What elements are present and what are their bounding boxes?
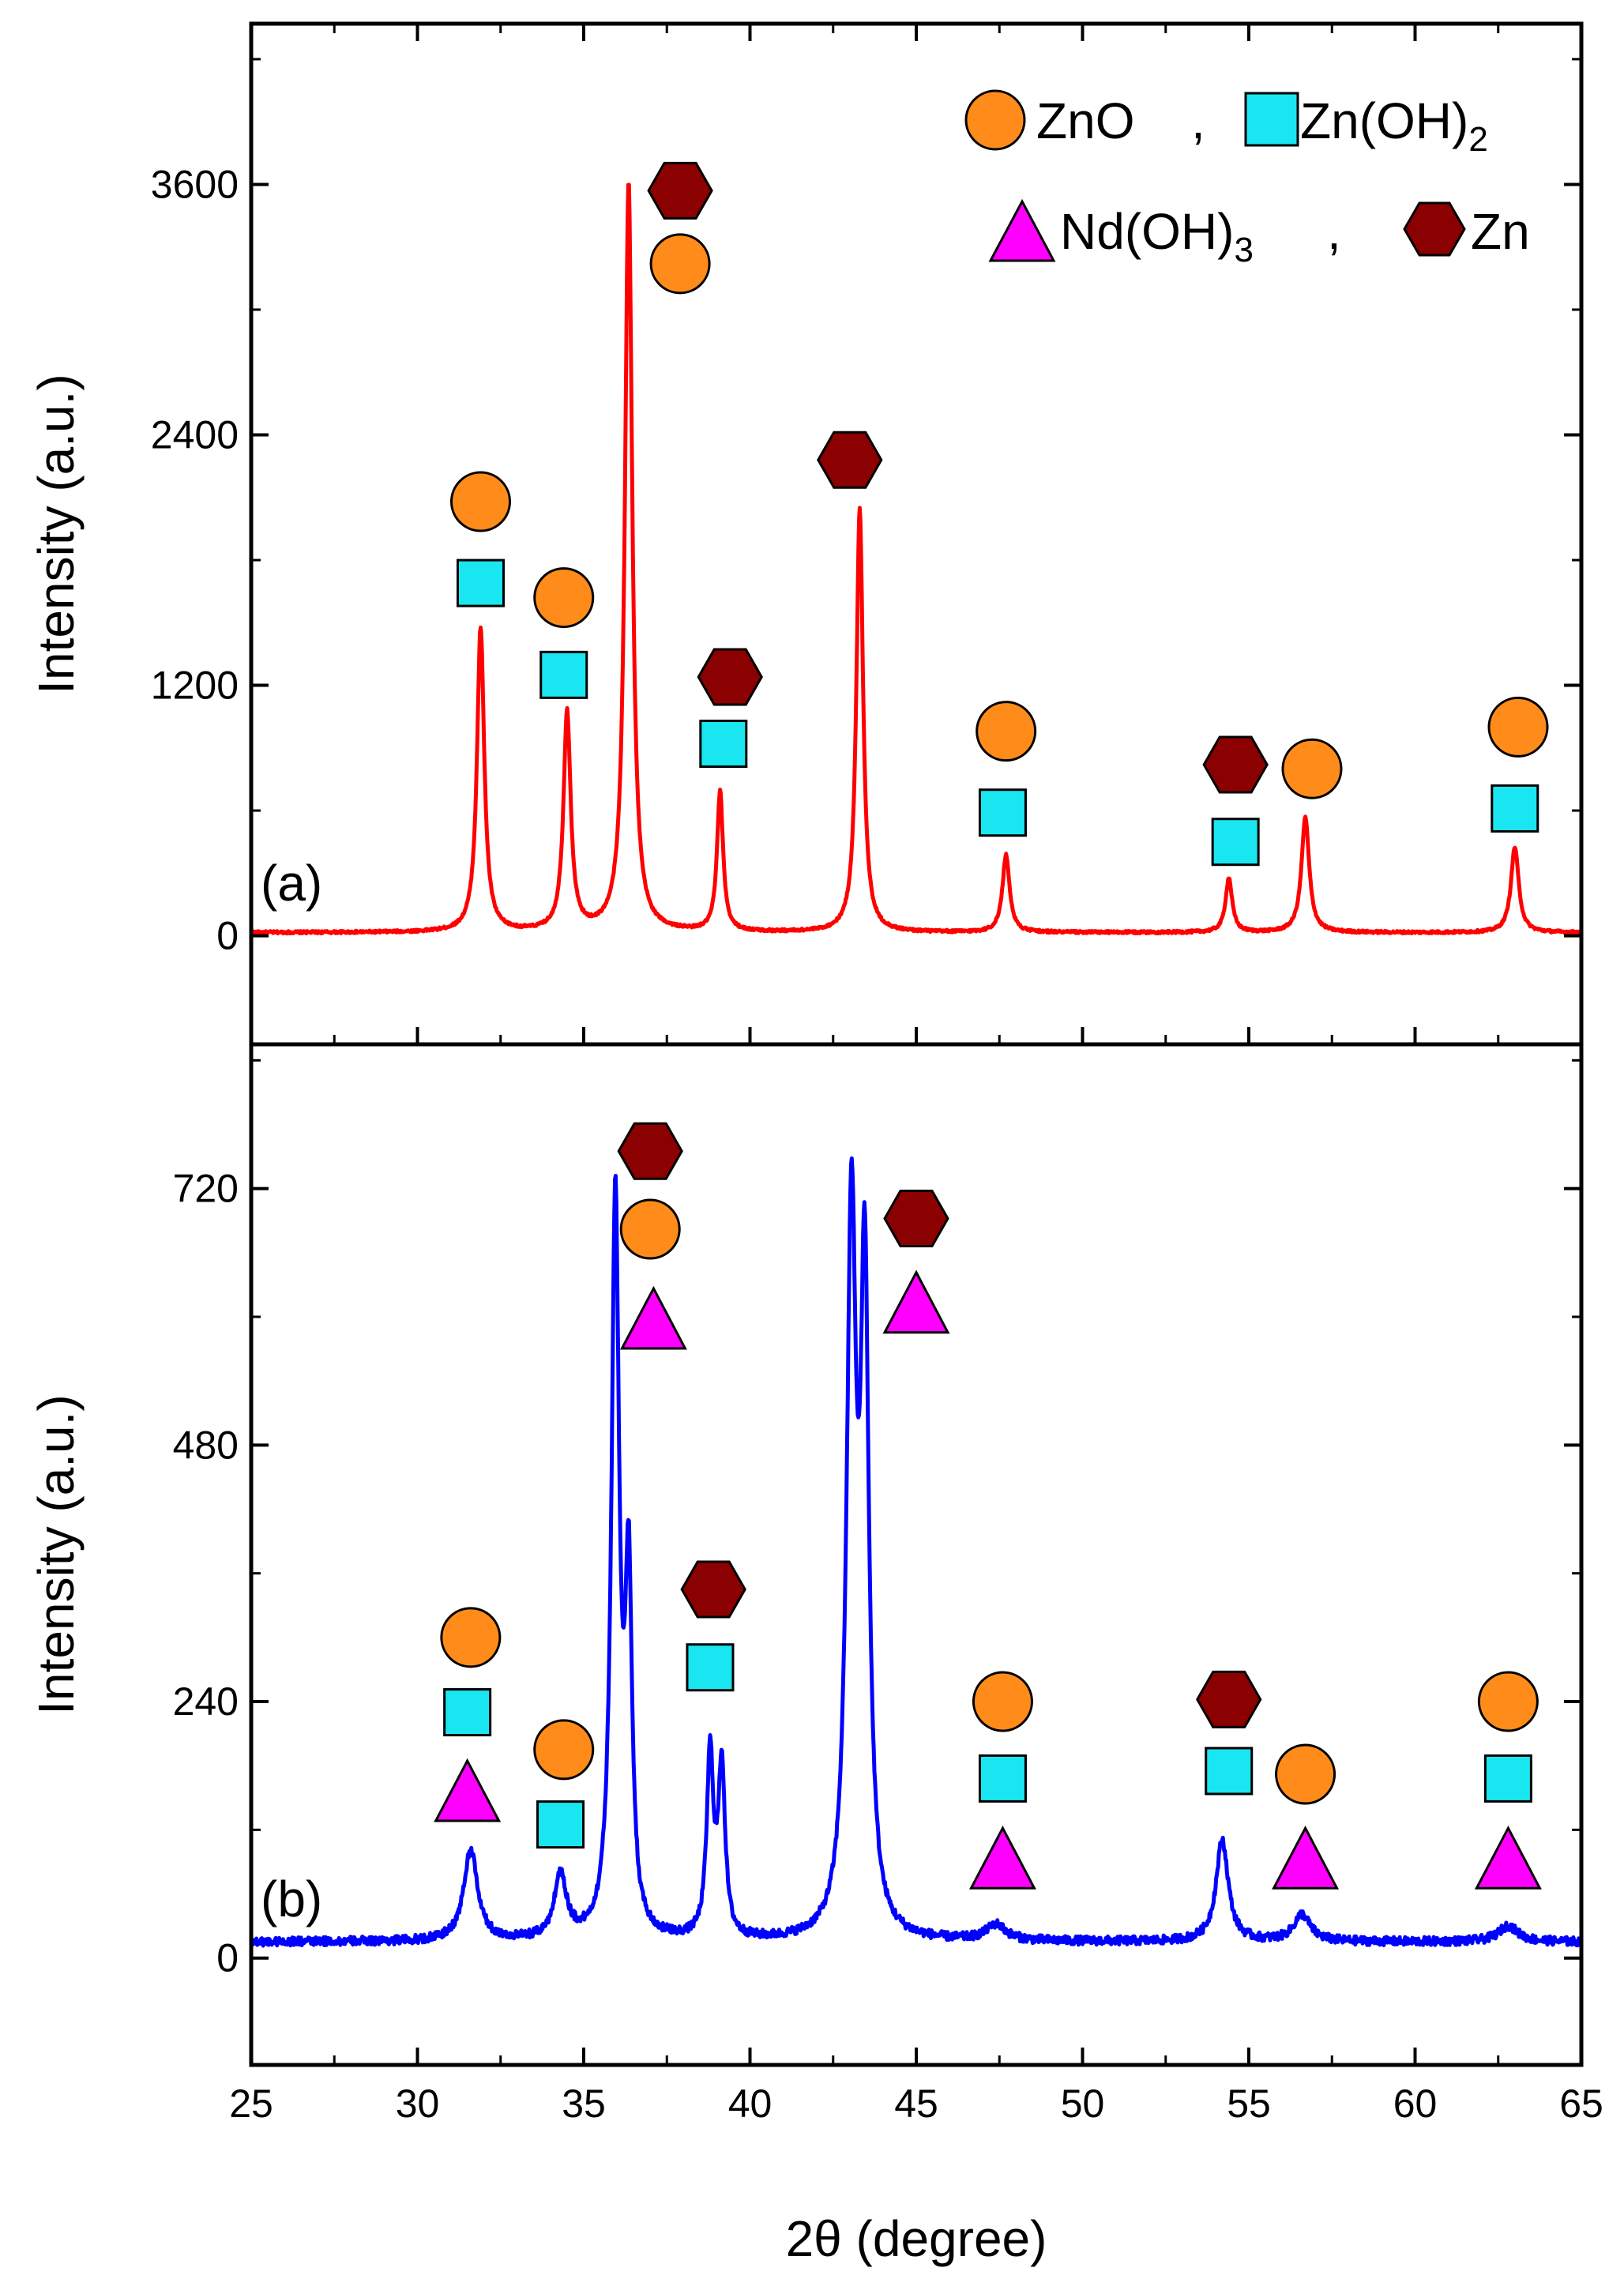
- panel-b-ytick-label-240: 240: [173, 1679, 239, 1724]
- legend-zn: Zn: [1403, 201, 1530, 260]
- legend-zn-oh-2-label: Zn(OH)2: [1300, 92, 1488, 159]
- panel-a-marker-zno-0: [449, 471, 511, 532]
- panel-a-plot-area: [251, 161, 1581, 936]
- panel-b-marker-nd-oh-3-11: [882, 1269, 950, 1334]
- panel-b-marker-nd-oh-3-18: [1272, 1826, 1340, 1890]
- zn-hexagon-icon: [1403, 201, 1466, 257]
- panel-b-marker-zno-19: [1477, 1671, 1539, 1732]
- panel-a-marker-zn-oh-2-10: [978, 788, 1027, 837]
- panel-b-plot-area: [251, 1122, 1581, 1948]
- legend-nd-oh-3-label: Nd(OH)3: [1060, 203, 1254, 269]
- legend-comma-2: ,: [1327, 203, 1341, 260]
- zn-oh-2-square-icon: [1244, 92, 1299, 147]
- panel-a-ytick-label-3600: 3600: [151, 162, 239, 206]
- panel-a-marker-zn-11: [1202, 735, 1269, 794]
- panel-b-marker-zn-5: [617, 1122, 683, 1180]
- panel-a-marker-zn-oh-2-15: [1491, 784, 1539, 833]
- panel-b-marker-nd-oh-3-7: [619, 1285, 687, 1350]
- panel-b-marker-zn-oh-2-20: [1483, 1754, 1532, 1803]
- legend-zno: ZnO ,: [964, 89, 1205, 151]
- panel-b-ytick-label-480: 480: [173, 1423, 239, 1467]
- panel-a-marker-zno-13: [1281, 738, 1343, 799]
- panel-a-marker-zn-4: [647, 161, 713, 220]
- legend-zno-label: ZnO: [1036, 92, 1134, 149]
- xtick-label-65: 65: [1559, 2082, 1603, 2126]
- legend: ZnO , Zn(OH)2 Nd(OH)3 , Zn: [964, 89, 1530, 269]
- xtick-label-50: 50: [1061, 2082, 1105, 2126]
- panel-b-marker-zn-oh-2-4: [536, 1800, 585, 1849]
- x-axis-title: 2θ (degree): [786, 2210, 1047, 2267]
- zno-circle-icon: [964, 89, 1026, 151]
- panel-b-marker-zno-17: [1275, 1743, 1336, 1805]
- panel-b-ytick-label-0: 0: [216, 1936, 239, 1980]
- panel-a-ytick-label-1200: 1200: [151, 664, 239, 708]
- panel-b-label: (b): [261, 1871, 322, 1927]
- panel-a-marker-zno-5: [649, 233, 711, 295]
- panel-b-marker-nd-oh-3-14: [968, 1826, 1036, 1890]
- axis-ticks: 0 1200 2400 3600 0 240 480 720 25 30 35 40 45 50 55 60 6…: [151, 24, 1603, 2126]
- panel-b-marker-zno-12: [972, 1671, 1033, 1732]
- panel-b-marker-zno-0: [440, 1607, 502, 1668]
- panel-a-y-axis-title: Intensity (a.u.): [28, 374, 85, 694]
- panel-b-marker-zn-oh-2-9: [686, 1643, 735, 1692]
- xtick-label-25: 25: [229, 2082, 273, 2126]
- panel-b-marker-zn-oh-2-16: [1205, 1747, 1254, 1796]
- panel-b-y-axis-title: Intensity (a.u.): [28, 1394, 85, 1715]
- panel-a-ytick-label-0: 0: [216, 914, 239, 958]
- panel-a-marker-zn-oh-2-1: [456, 558, 505, 607]
- panel-a-label: (a): [261, 855, 322, 912]
- panel-a-marker-zn-6: [697, 648, 763, 706]
- nd-oh-3-triangle-icon: [988, 198, 1056, 262]
- panel-b-marker-zn-oh-2-13: [978, 1754, 1027, 1803]
- panel-b-marker-zn-oh-2-1: [443, 1688, 492, 1737]
- xtick-label-40: 40: [728, 2082, 773, 2126]
- panel-a-ytick-label-2400: 2400: [151, 412, 239, 457]
- panel-b-marker-nd-oh-3-2: [434, 1758, 502, 1822]
- legend-nd-oh-3: Nd(OH)3 ,: [988, 198, 1341, 269]
- panel-a-marker-zno-14: [1487, 696, 1549, 758]
- panel-b-marker-zn-15: [1196, 1670, 1262, 1728]
- panel-a-marker-zn-oh-2-12: [1211, 818, 1260, 867]
- panel-b-marker-nd-oh-3-21: [1474, 1826, 1542, 1890]
- panel-a-marker-zn-8: [817, 431, 883, 489]
- panel-b-marker-zno-6: [619, 1198, 681, 1260]
- xtick-label-45: 45: [894, 2082, 938, 2126]
- panel-a-marker-zn-oh-2-7: [699, 720, 748, 769]
- legend-zn-oh-2: Zn(OH)2: [1244, 92, 1488, 159]
- xtick-label-55: 55: [1227, 2082, 1271, 2126]
- panel-a-marker-zno-9: [976, 701, 1037, 762]
- panel-a-marker-zn-oh-2-3: [539, 650, 588, 699]
- panel-a-spectrum-line: [251, 182, 1581, 936]
- panel-b-spectrum-line: [251, 1156, 1581, 1948]
- xtick-label-30: 30: [396, 2082, 440, 2126]
- legend-comma-1: ,: [1191, 92, 1205, 149]
- xtick-label-60: 60: [1393, 2082, 1438, 2126]
- legend-zn-label: Zn: [1471, 203, 1530, 260]
- panel-b-ytick-label-720: 720: [173, 1167, 239, 1211]
- panel-a-marker-zno-2: [533, 567, 595, 629]
- xtick-label-35: 35: [562, 2082, 606, 2126]
- panel-b-marker-zn-10: [883, 1190, 949, 1248]
- panel-b-marker-zno-3: [533, 1719, 595, 1781]
- panel-b-marker-zn-8: [680, 1560, 746, 1619]
